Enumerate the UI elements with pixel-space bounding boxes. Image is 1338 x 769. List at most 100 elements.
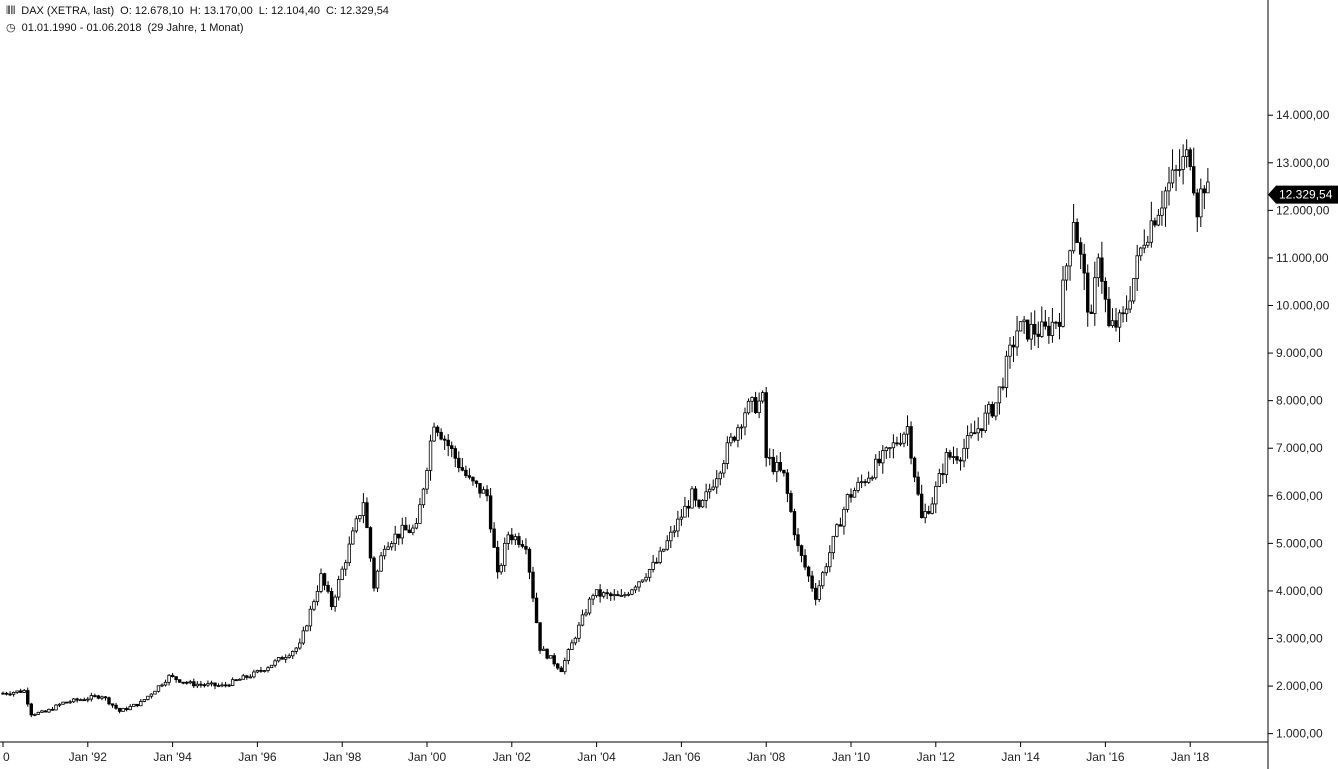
candle	[828, 545, 832, 573]
candle	[460, 458, 465, 472]
candle	[969, 423, 973, 439]
candle	[82, 697, 86, 702]
candle	[619, 588, 624, 597]
candle	[531, 566, 535, 603]
y-tick-label: 1.000,00	[1276, 727, 1323, 741]
candle	[1047, 316, 1051, 344]
candle	[1170, 149, 1175, 189]
clock-icon[interactable]: ◷	[6, 22, 16, 34]
candle	[778, 452, 783, 473]
candle	[609, 591, 613, 601]
candle	[57, 703, 62, 708]
candle	[541, 646, 546, 651]
candle	[633, 585, 638, 594]
candle	[156, 685, 161, 693]
candle	[503, 537, 507, 572]
candle	[955, 448, 959, 464]
candle	[107, 696, 111, 706]
candle	[997, 386, 1002, 415]
candle	[1181, 144, 1185, 185]
candle	[425, 467, 429, 495]
candle	[15, 690, 19, 694]
candle	[1, 691, 5, 695]
candle	[912, 456, 917, 483]
candle	[86, 696, 90, 703]
candle	[856, 477, 860, 493]
candle	[510, 528, 514, 545]
candle	[1054, 320, 1058, 330]
candle	[54, 703, 58, 711]
candle	[1188, 147, 1192, 171]
candle	[216, 683, 221, 688]
date-range: 01.01.1990 - 01.06.2018	[21, 22, 142, 34]
candle	[1096, 253, 1101, 287]
candle	[796, 528, 800, 552]
candle	[142, 699, 147, 703]
candle	[1153, 217, 1157, 228]
candle-series	[1, 139, 1210, 718]
candle	[79, 698, 83, 702]
candle	[513, 533, 518, 546]
candle	[831, 535, 836, 560]
x-tick-label: Jan '16	[1086, 750, 1125, 764]
candle	[344, 559, 348, 576]
candle	[1160, 190, 1164, 226]
candle	[905, 415, 910, 446]
candle	[386, 541, 390, 551]
candle	[397, 533, 401, 546]
candle	[195, 681, 200, 689]
candle	[866, 471, 871, 484]
candle	[389, 541, 394, 551]
candle	[1184, 139, 1189, 168]
candle	[428, 434, 433, 481]
candle	[418, 497, 422, 524]
candle	[764, 387, 768, 467]
y-tick-label: 10.000,00	[1276, 299, 1330, 313]
candle	[980, 428, 984, 438]
candle	[1142, 229, 1146, 254]
candle	[61, 701, 65, 705]
candle	[259, 666, 263, 673]
candle	[89, 692, 94, 702]
candle	[863, 479, 867, 487]
candle	[690, 486, 694, 509]
candle	[100, 695, 104, 701]
candle	[124, 706, 129, 712]
candle	[972, 420, 977, 435]
candle	[36, 711, 41, 715]
candle	[771, 449, 775, 475]
last-price-badge: 12.329,54	[1268, 185, 1338, 204]
candle	[96, 694, 101, 700]
candle	[245, 675, 249, 680]
candle	[149, 693, 154, 699]
candle	[1202, 185, 1207, 210]
candle	[775, 455, 779, 483]
candle	[813, 582, 818, 606]
candle	[679, 509, 684, 526]
candle	[301, 626, 306, 645]
candle	[1011, 336, 1016, 363]
symbol-title: DAX (XETRA, last)	[21, 5, 115, 17]
candle	[329, 587, 334, 611]
candle	[789, 490, 793, 513]
candle	[1082, 243, 1086, 291]
candle	[573, 636, 578, 646]
x-tick-label: Jan '12	[917, 750, 956, 764]
candle	[312, 599, 316, 612]
candle	[937, 468, 942, 488]
candle	[1121, 306, 1125, 323]
candle	[665, 535, 669, 551]
candle	[266, 666, 270, 673]
candle	[1163, 186, 1168, 227]
candle	[1050, 307, 1055, 343]
close-value: C: 12.329,54	[325, 5, 389, 17]
candlestick-icon[interactable]: ⫴⫴	[6, 5, 16, 17]
candle	[33, 713, 37, 717]
candle	[361, 493, 366, 524]
candle	[806, 565, 811, 583]
candle	[262, 669, 267, 673]
candle	[1071, 203, 1076, 254]
candle	[135, 703, 139, 708]
candle	[492, 522, 496, 549]
